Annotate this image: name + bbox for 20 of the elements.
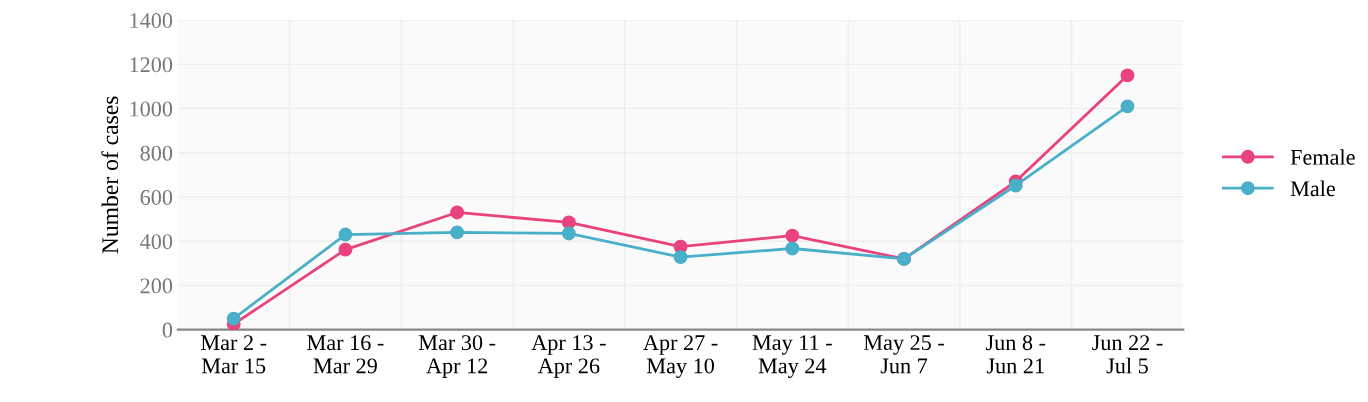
y-tick-label: 1000 bbox=[130, 101, 173, 117]
x-tick-label: Apr 27 - May 10 bbox=[643, 335, 718, 378]
x-tick-label: Jun 8 - Jun 21 bbox=[985, 335, 1046, 374]
y-tick-label: 800 bbox=[140, 145, 173, 161]
x-tick-label: May 25 - Jun 7 bbox=[863, 335, 944, 374]
y-tick-label: 1200 bbox=[130, 57, 173, 73]
y-tick-label: 1400 bbox=[130, 13, 173, 29]
y-tick-label: 400 bbox=[140, 234, 173, 250]
x-tick-label: Mar 16 - Mar 29 bbox=[307, 335, 384, 374]
y-tick-label: 200 bbox=[140, 278, 173, 294]
x-tick-label: Mar 2 - Mar 15 bbox=[201, 335, 267, 374]
y-tick-label: 600 bbox=[140, 189, 173, 205]
legend-label: Male bbox=[1290, 180, 1335, 197]
x-tick-label: May 11 - May 24 bbox=[752, 335, 832, 378]
y-tick-label: 0 bbox=[162, 322, 173, 338]
legend-label: Female bbox=[1290, 149, 1355, 165]
x-tick-label: Apr 13 - Apr 26 bbox=[531, 335, 606, 378]
x-tick-label: Mar 30 - Apr 12 bbox=[418, 335, 496, 378]
y-axis-title: Number of cases bbox=[101, 96, 119, 254]
x-tick-label: Jun 22 - Jul 5 bbox=[1092, 335, 1163, 374]
